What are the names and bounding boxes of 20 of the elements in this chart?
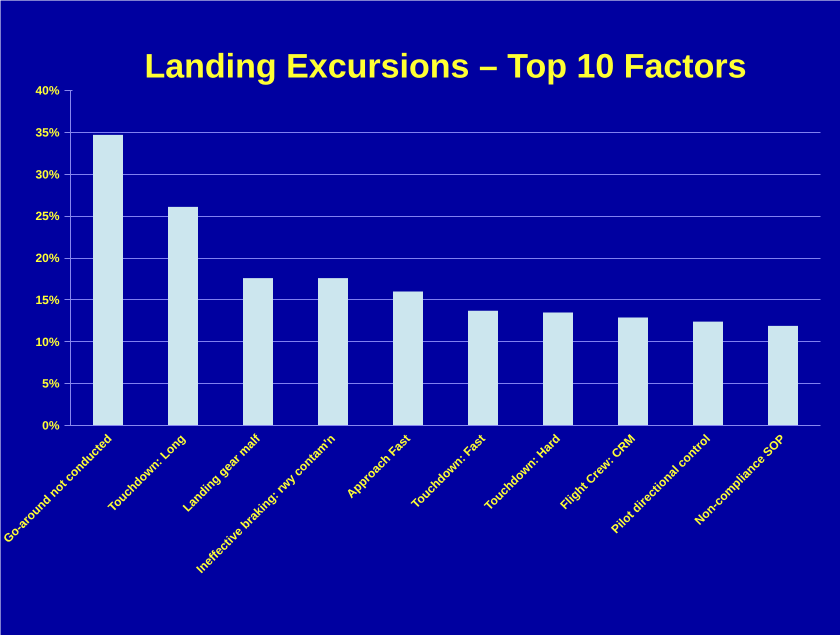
bar — [543, 312, 573, 426]
y-tick-label: 0% — [42, 418, 60, 432]
bar — [618, 317, 648, 426]
y-tick-label: 15% — [35, 292, 60, 307]
bar — [243, 278, 273, 426]
chart-title: Landing Excursions – Top 10 Factors — [144, 48, 747, 86]
y-tick-label: 30% — [35, 167, 60, 182]
bar — [693, 322, 723, 426]
bar — [318, 278, 348, 426]
bar — [168, 206, 198, 426]
y-tick-label: 25% — [35, 209, 60, 224]
bar — [768, 326, 798, 426]
y-tick-label: 20% — [35, 251, 60, 265]
bar — [468, 310, 498, 426]
y-tick-label: 5% — [42, 376, 60, 391]
y-tick-label: 40% — [35, 84, 60, 98]
y-tick-label: 10% — [35, 334, 60, 349]
bar — [93, 134, 123, 426]
bar — [393, 292, 423, 426]
y-tick-label: 35% — [35, 125, 60, 140]
